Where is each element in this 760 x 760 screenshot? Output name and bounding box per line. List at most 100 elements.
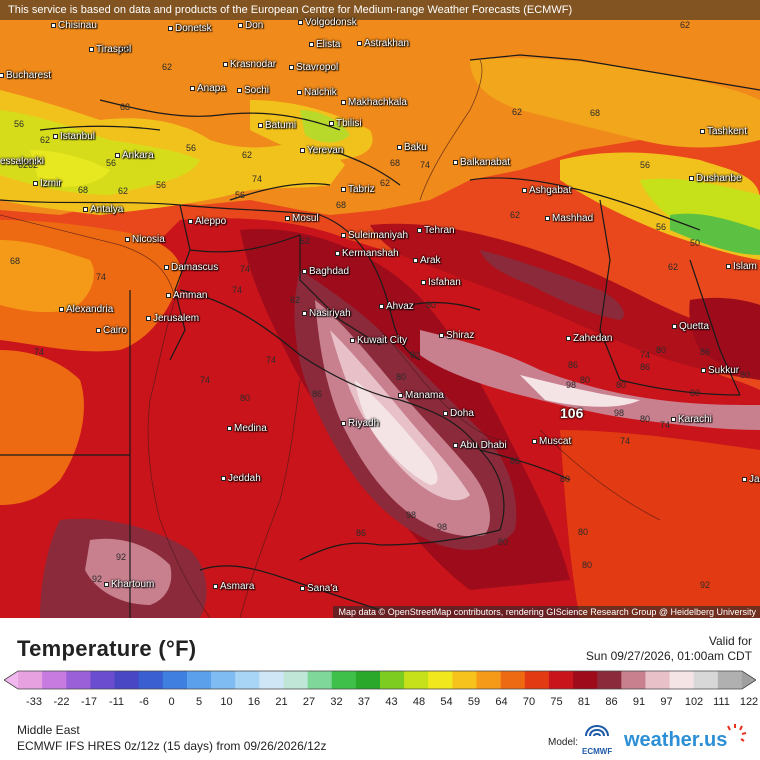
city-marker[interactable] (453, 160, 458, 165)
city-marker[interactable] (341, 187, 346, 192)
city-marker[interactable] (341, 421, 346, 426)
city-marker[interactable] (300, 148, 305, 153)
city-label[interactable]: Ankara (122, 150, 154, 161)
city-label[interactable]: Batumi (265, 120, 297, 131)
city-marker[interactable] (443, 411, 448, 416)
city-label[interactable]: Astrakhan (364, 38, 410, 49)
city-marker[interactable] (166, 293, 171, 298)
city-marker[interactable] (146, 316, 151, 321)
city-label[interactable]: Izmir (40, 178, 62, 189)
city-label[interactable]: Quetta (679, 321, 710, 332)
city-marker[interactable] (298, 20, 303, 25)
city-label[interactable]: Kermanshah (342, 248, 399, 259)
city-marker[interactable] (297, 90, 302, 95)
city-label[interactable]: Ashgabat (529, 185, 572, 196)
city-label[interactable]: Elista (316, 39, 341, 50)
city-marker[interactable] (335, 251, 340, 256)
city-label[interactable]: Cairo (103, 325, 127, 336)
city-label[interactable]: Sukkur (708, 365, 740, 376)
city-label[interactable]: Balkanabat (460, 157, 511, 168)
city-label[interactable]: Mosul (292, 213, 319, 224)
city-label[interactable]: Doha (450, 408, 474, 419)
city-marker[interactable] (398, 393, 403, 398)
city-marker[interactable] (341, 100, 346, 105)
city-marker[interactable] (221, 476, 226, 481)
city-label[interactable]: Antalya (90, 204, 124, 215)
city-marker[interactable] (285, 216, 290, 221)
city-marker[interactable] (350, 338, 355, 343)
city-label[interactable]: Krasnodar (230, 59, 277, 70)
city-marker[interactable] (237, 88, 242, 93)
city-marker[interactable] (726, 264, 731, 269)
city-label[interactable]: Baghdad (309, 266, 350, 277)
city-marker[interactable] (566, 336, 571, 341)
city-marker[interactable] (51, 23, 56, 28)
city-label[interactable]: Chisinau (58, 20, 97, 31)
city-label[interactable]: Nalchik (304, 87, 337, 98)
city-label[interactable]: essaloniki (0, 156, 44, 167)
city-label[interactable]: Ja (749, 474, 760, 485)
city-marker[interactable] (289, 65, 294, 70)
city-marker[interactable] (439, 333, 444, 338)
map-attribution[interactable]: Map data © OpenStreetMap contributors, r… (332, 606, 760, 618)
city-label[interactable]: Mashhad (552, 213, 594, 224)
city-label[interactable]: Tbilisi (336, 118, 362, 129)
city-marker[interactable] (672, 324, 677, 329)
city-marker[interactable] (302, 269, 307, 274)
city-label[interactable]: Karachi (678, 414, 712, 425)
city-label[interactable]: Riyadh (348, 418, 380, 429)
city-label[interactable]: Nasiriyah (309, 308, 351, 319)
city-marker[interactable] (689, 176, 694, 181)
city-label[interactable]: Shiraz (446, 330, 475, 341)
city-label[interactable]: Stavropol (296, 62, 339, 73)
city-label[interactable]: Tashkent (707, 126, 748, 137)
city-marker[interactable] (379, 304, 384, 309)
city-marker[interactable] (223, 62, 228, 67)
city-label[interactable]: Donetsk (175, 23, 212, 34)
city-label[interactable]: Istanbul (60, 131, 96, 142)
city-label[interactable]: Aleppo (195, 216, 227, 227)
city-label[interactable]: Anapa (197, 83, 226, 94)
city-marker[interactable] (309, 42, 314, 47)
city-label[interactable]: Bucharest (6, 70, 52, 81)
city-label[interactable]: Nicosia (132, 234, 165, 245)
city-marker[interactable] (341, 233, 346, 238)
city-marker[interactable] (59, 307, 64, 312)
city-marker[interactable] (357, 41, 362, 46)
city-label[interactable]: Sana'a (307, 583, 338, 594)
city-marker[interactable] (671, 417, 676, 422)
city-marker[interactable] (238, 23, 243, 28)
city-label[interactable]: Manama (405, 390, 444, 401)
city-marker[interactable] (532, 439, 537, 444)
city-label[interactable]: Abu Dhabi (460, 440, 507, 451)
city-marker[interactable] (164, 265, 169, 270)
city-marker[interactable] (701, 368, 706, 373)
city-label[interactable]: Jeddah (228, 473, 261, 484)
city-marker[interactable] (417, 228, 422, 233)
city-label[interactable]: Khartoum (111, 579, 155, 590)
city-marker[interactable] (190, 86, 195, 91)
city-label[interactable]: Dushanbe (696, 173, 742, 184)
city-label[interactable]: Asmara (220, 581, 255, 592)
city-marker[interactable] (96, 328, 101, 333)
city-label[interactable]: Sochi (244, 85, 270, 96)
weather-us-brand[interactable]: weather.us (624, 729, 728, 751)
city-marker[interactable] (258, 123, 263, 128)
city-marker[interactable] (115, 153, 120, 158)
city-label[interactable]: Tiraspol (96, 44, 132, 55)
city-label[interactable]: Yerevan (307, 145, 344, 156)
city-label[interactable]: Damascus (171, 262, 219, 273)
city-label[interactable]: Medina (234, 423, 267, 434)
city-marker[interactable] (329, 121, 334, 126)
city-marker[interactable] (413, 258, 418, 263)
city-label[interactable]: Zahedan (573, 333, 613, 344)
city-label[interactable]: Muscat (539, 436, 572, 447)
city-marker[interactable] (104, 582, 109, 587)
city-marker[interactable] (53, 134, 58, 139)
city-marker[interactable] (227, 426, 232, 431)
city-marker[interactable] (545, 216, 550, 221)
city-label[interactable]: Tabriz (348, 184, 375, 195)
city-marker[interactable] (700, 129, 705, 134)
city-label[interactable]: Makhachkala (348, 97, 407, 108)
city-label[interactable]: Islam (733, 261, 757, 272)
